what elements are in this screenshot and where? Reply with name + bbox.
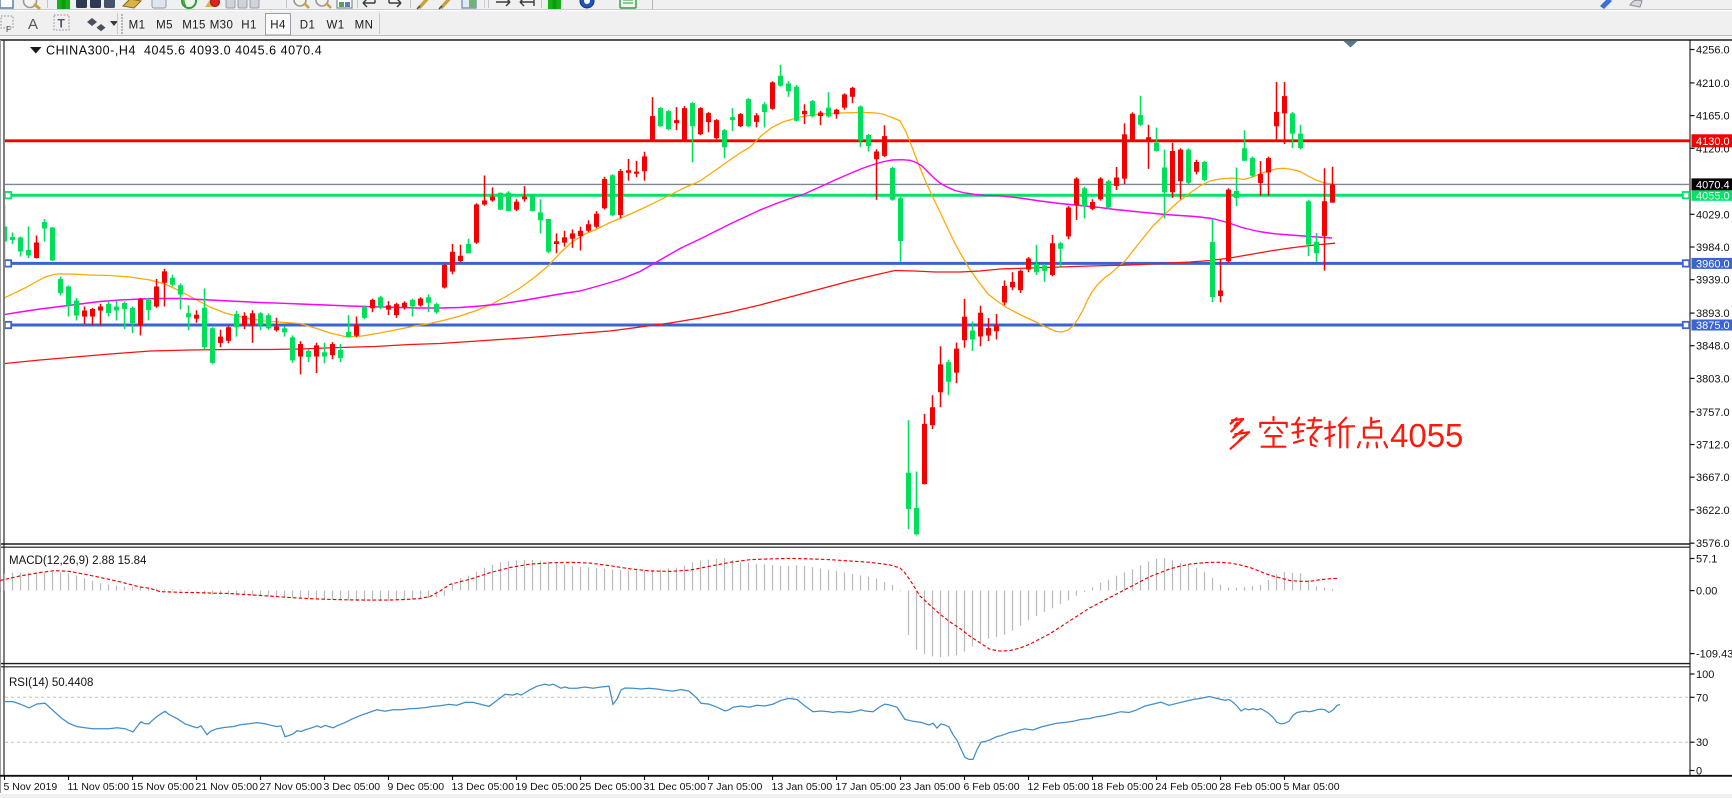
- svg-text:3960.0: 3960.0: [1696, 258, 1730, 270]
- svg-text:3875.0: 3875.0: [1696, 320, 1730, 332]
- svg-text:4029.0: 4029.0: [1696, 209, 1730, 221]
- svg-text:13 Dec 05:00: 13 Dec 05:00: [452, 781, 515, 793]
- svg-text:3667.0: 3667.0: [1696, 472, 1730, 484]
- svg-text:D1: D1: [300, 20, 316, 32]
- svg-text:H4: H4: [270, 20, 286, 32]
- svg-text:RSI(14) 50.4408: RSI(14) 50.4408: [9, 677, 93, 689]
- svg-text:11 Nov 05:00: 11 Nov 05:00: [68, 781, 130, 793]
- svg-text:12 Feb 05:00: 12 Feb 05:00: [1028, 781, 1090, 793]
- svg-text:24 Feb 05:00: 24 Feb 05:00: [1156, 781, 1218, 793]
- svg-text:3848.0: 3848.0: [1696, 341, 1730, 353]
- svg-text:25 Dec 05:00: 25 Dec 05:00: [580, 781, 643, 793]
- svg-text:5 Mar 05:00: 5 Mar 05:00: [1284, 781, 1340, 793]
- svg-text:28 Feb 05:00: 28 Feb 05:00: [1220, 781, 1282, 793]
- svg-text:3939.0: 3939.0: [1696, 275, 1730, 287]
- svg-text:M15: M15: [182, 20, 206, 32]
- svg-text:H1: H1: [241, 20, 257, 32]
- svg-text:3757.0: 3757.0: [1696, 407, 1730, 419]
- svg-text:W1: W1: [326, 20, 344, 32]
- svg-text:3622.0: 3622.0: [1696, 505, 1730, 517]
- svg-text:M5: M5: [156, 20, 173, 32]
- svg-text:M1: M1: [129, 20, 146, 32]
- svg-text:0.00: 0.00: [1696, 586, 1717, 598]
- svg-text:3 Dec 05:00: 3 Dec 05:00: [324, 781, 381, 793]
- svg-text:4130.0: 4130.0: [1696, 136, 1730, 148]
- svg-text:0: 0: [1696, 766, 1702, 778]
- svg-text:30: 30: [1696, 737, 1708, 749]
- svg-text:3893.0: 3893.0: [1696, 308, 1730, 320]
- svg-text:27 Nov 05:00: 27 Nov 05:00: [260, 781, 323, 793]
- svg-text:-109.43: -109.43: [1696, 649, 1732, 661]
- svg-text:15 Nov 05:00: 15 Nov 05:00: [132, 781, 195, 793]
- svg-text:4070.4: 4070.4: [1696, 179, 1730, 191]
- svg-text:31 Dec 05:00: 31 Dec 05:00: [644, 781, 707, 793]
- svg-text:21 Nov 05:00: 21 Nov 05:00: [196, 781, 259, 793]
- svg-text:A: A: [28, 16, 38, 33]
- svg-text:23 Jan 05:00: 23 Jan 05:00: [900, 781, 961, 793]
- svg-text:70: 70: [1696, 692, 1708, 704]
- svg-text:3984.0: 3984.0: [1696, 242, 1730, 254]
- svg-text:6 Feb 05:00: 6 Feb 05:00: [964, 781, 1020, 793]
- svg-text:17 Jan 05:00: 17 Jan 05:00: [836, 781, 897, 793]
- svg-text:F: F: [6, 25, 11, 34]
- svg-text:T: T: [58, 17, 66, 31]
- svg-text:3712.0: 3712.0: [1696, 440, 1730, 452]
- svg-text:4256.0: 4256.0: [1696, 45, 1730, 57]
- svg-text:57.1: 57.1: [1696, 554, 1717, 566]
- svg-text:9 Dec 05:00: 9 Dec 05:00: [388, 781, 445, 793]
- svg-text:3576.0: 3576.0: [1696, 538, 1730, 550]
- svg-text:18 Feb 05:00: 18 Feb 05:00: [1092, 781, 1154, 793]
- svg-text:13 Jan 05:00: 13 Jan 05:00: [772, 781, 833, 793]
- svg-text:M30: M30: [210, 20, 234, 32]
- svg-text:100: 100: [1696, 669, 1714, 681]
- svg-text:4165.0: 4165.0: [1696, 111, 1730, 123]
- svg-text:MN: MN: [355, 20, 374, 32]
- svg-text:MACD(12,26,9) 2.88 15.84: MACD(12,26,9) 2.88 15.84: [9, 555, 147, 567]
- svg-text:4055.0: 4055.0: [1696, 191, 1730, 203]
- svg-text:CHINA300-,H4 4045.6 4093.0 40: CHINA300-,H4 4045.6 4093.0 4045.6 4070.4: [46, 44, 322, 58]
- svg-text:7 Jan 05:00: 7 Jan 05:00: [708, 781, 763, 793]
- svg-text:4055: 4055: [1390, 417, 1463, 454]
- svg-text:4210.0: 4210.0: [1696, 78, 1730, 90]
- svg-text:5 Nov 2019: 5 Nov 2019: [4, 781, 58, 793]
- svg-text:3803.0: 3803.0: [1696, 373, 1730, 385]
- svg-text:19 Dec 05:00: 19 Dec 05:00: [516, 781, 579, 793]
